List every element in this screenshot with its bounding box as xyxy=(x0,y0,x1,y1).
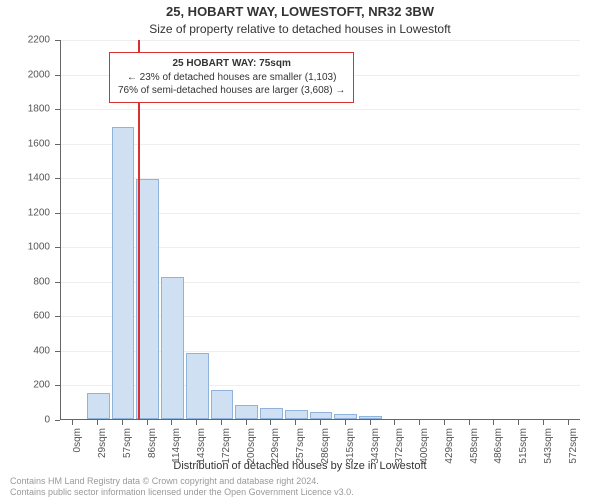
y-tick-label: 1800 xyxy=(10,104,50,115)
x-tick-mark xyxy=(370,420,371,425)
x-tick-mark xyxy=(171,420,172,425)
x-tick-mark xyxy=(543,420,544,425)
x-tick-label: 372sqm xyxy=(394,428,405,468)
y-tick-mark xyxy=(55,40,60,41)
x-tick-label: 458sqm xyxy=(469,428,480,468)
y-tick-label: 2000 xyxy=(10,69,50,80)
x-tick-mark xyxy=(493,420,494,425)
chart-container: 25, HOBART WAY, LOWESTOFT, NR32 3BW Size… xyxy=(0,0,600,500)
histogram-bar xyxy=(285,410,308,419)
y-tick-label: 400 xyxy=(10,345,50,356)
histogram-bar xyxy=(87,393,110,419)
x-tick-mark xyxy=(419,420,420,425)
footer-line-1: Contains HM Land Registry data © Crown c… xyxy=(10,476,590,487)
y-tick-label: 200 xyxy=(10,380,50,391)
y-tick-label: 1200 xyxy=(10,207,50,218)
x-tick-mark xyxy=(518,420,519,425)
y-tick-mark xyxy=(55,75,60,76)
x-tick-mark xyxy=(444,420,445,425)
x-tick-mark xyxy=(270,420,271,425)
annotation-title: 25 HOBART WAY: 75sqm xyxy=(118,57,345,71)
x-tick-label: 400sqm xyxy=(419,428,430,468)
x-tick-label: 229sqm xyxy=(270,428,281,468)
y-tick-mark xyxy=(55,420,60,421)
x-tick-label: 143sqm xyxy=(196,428,207,468)
x-tick-label: 172sqm xyxy=(221,428,232,468)
x-tick-label: 343sqm xyxy=(370,428,381,468)
x-tick-label: 315sqm xyxy=(345,428,356,468)
chart-title: 25, HOBART WAY, LOWESTOFT, NR32 3BW xyxy=(0,4,600,19)
y-tick-mark xyxy=(55,109,60,110)
y-tick-mark xyxy=(55,351,60,352)
y-tick-label: 800 xyxy=(10,276,50,287)
histogram-bar xyxy=(211,390,234,419)
x-tick-label: 86sqm xyxy=(147,428,158,468)
y-tick-label: 0 xyxy=(10,415,50,426)
y-tick-mark xyxy=(55,316,60,317)
x-tick-mark xyxy=(246,420,247,425)
y-tick-label: 2200 xyxy=(10,35,50,46)
x-tick-label: 200sqm xyxy=(246,428,257,468)
y-tick-mark xyxy=(55,213,60,214)
x-tick-mark xyxy=(72,420,73,425)
annotation-line-1: ← 23% of detached houses are smaller (1,… xyxy=(118,71,345,85)
x-tick-mark xyxy=(196,420,197,425)
y-tick-label: 1400 xyxy=(10,173,50,184)
x-tick-label: 572sqm xyxy=(568,428,579,468)
footer-line-2: Contains public sector information licen… xyxy=(10,487,590,498)
x-tick-label: 286sqm xyxy=(320,428,331,468)
x-tick-mark xyxy=(221,420,222,425)
histogram-bar xyxy=(161,277,184,419)
annotation-line-2: 76% of semi-detached houses are larger (… xyxy=(118,84,345,98)
x-tick-label: 0sqm xyxy=(72,428,83,468)
y-tick-label: 1600 xyxy=(10,138,50,149)
histogram-bar xyxy=(235,405,258,419)
y-tick-label: 1000 xyxy=(10,242,50,253)
histogram-bar xyxy=(186,353,209,419)
x-tick-mark xyxy=(97,420,98,425)
chart-subtitle: Size of property relative to detached ho… xyxy=(0,22,600,36)
y-tick-mark xyxy=(55,144,60,145)
x-tick-mark xyxy=(469,420,470,425)
x-tick-mark xyxy=(320,420,321,425)
y-tick-mark xyxy=(55,282,60,283)
x-tick-mark xyxy=(394,420,395,425)
y-tick-label: 600 xyxy=(10,311,50,322)
x-tick-label: 57sqm xyxy=(122,428,133,468)
footer-text: Contains HM Land Registry data © Crown c… xyxy=(10,476,590,498)
x-tick-mark xyxy=(568,420,569,425)
y-tick-mark xyxy=(55,247,60,248)
x-tick-mark xyxy=(295,420,296,425)
x-tick-label: 429sqm xyxy=(444,428,455,468)
x-tick-label: 486sqm xyxy=(493,428,504,468)
x-tick-label: 29sqm xyxy=(97,428,108,468)
x-tick-mark xyxy=(345,420,346,425)
x-tick-mark xyxy=(122,420,123,425)
histogram-bar xyxy=(260,408,283,419)
y-tick-mark xyxy=(55,178,60,179)
histogram-bar xyxy=(334,414,357,419)
y-tick-mark xyxy=(55,385,60,386)
histogram-bar xyxy=(359,416,382,419)
annotation-box: 25 HOBART WAY: 75sqm ← 23% of detached h… xyxy=(109,52,354,103)
x-tick-label: 114sqm xyxy=(171,428,182,468)
plot-area: 25 HOBART WAY: 75sqm ← 23% of detached h… xyxy=(60,40,580,420)
histogram-bar xyxy=(310,412,333,419)
x-tick-label: 515sqm xyxy=(518,428,529,468)
x-tick-label: 543sqm xyxy=(543,428,554,468)
x-tick-label: 257sqm xyxy=(295,428,306,468)
x-tick-mark xyxy=(147,420,148,425)
histogram-bar xyxy=(112,127,135,419)
